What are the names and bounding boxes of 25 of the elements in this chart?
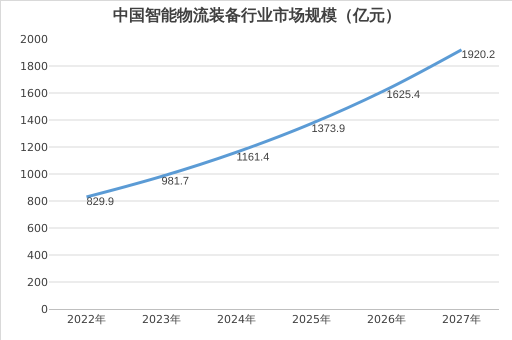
y-tick-label: 1000 [20,168,48,181]
y-tick-label: 400 [27,248,48,262]
y-tick-label: 0 [41,302,48,316]
y-tick-label: 800 [27,194,48,208]
data-label: 829.9 [86,196,114,208]
y-tick-label: 1800 [20,60,48,73]
y-tick-label: 1600 [20,86,48,100]
y-tick-label: 600 [27,222,48,235]
data-label: 1625.4 [386,88,420,101]
x-tick-label: 2025年 [292,313,331,326]
x-tick-label: 2024年 [217,313,256,326]
data-label: 1373.9 [312,122,346,135]
data-label: 981.7 [162,176,190,188]
y-tick-label: 200 [27,276,48,289]
x-tick-label: 2026年 [367,313,406,326]
data-label: 1161.4 [236,151,270,164]
y-tick-label: 1400 [20,114,48,127]
data-label: 1920.2 [462,49,496,62]
y-tick-label: 1200 [20,140,48,154]
y-tick-label: 2000 [20,32,48,46]
chart-title: 中国智能物流装备行业市场规模（亿元） [113,6,401,25]
x-tick-label: 2023年 [142,313,181,326]
x-tick-label: 2022年 [67,313,106,326]
line-series [85,48,463,198]
x-tick-label: 2027年 [442,313,481,326]
